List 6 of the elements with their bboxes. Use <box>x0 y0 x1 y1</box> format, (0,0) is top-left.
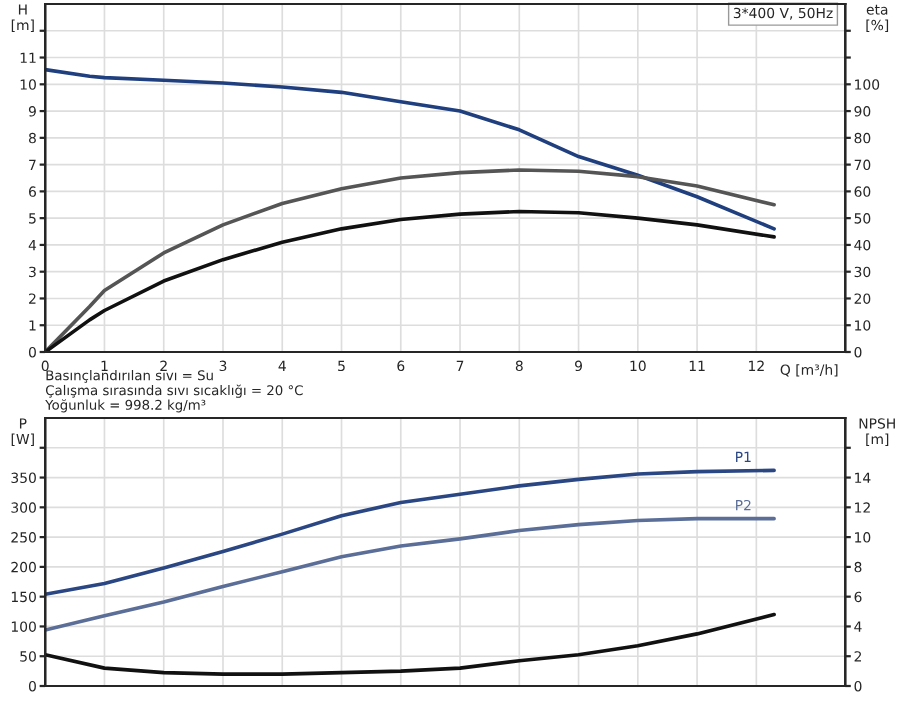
line-series <box>45 168 776 352</box>
line-series <box>45 612 776 676</box>
line-series <box>45 67 776 231</box>
line-series <box>45 209 776 352</box>
line-series <box>45 516 776 632</box>
line-series <box>45 468 776 597</box>
